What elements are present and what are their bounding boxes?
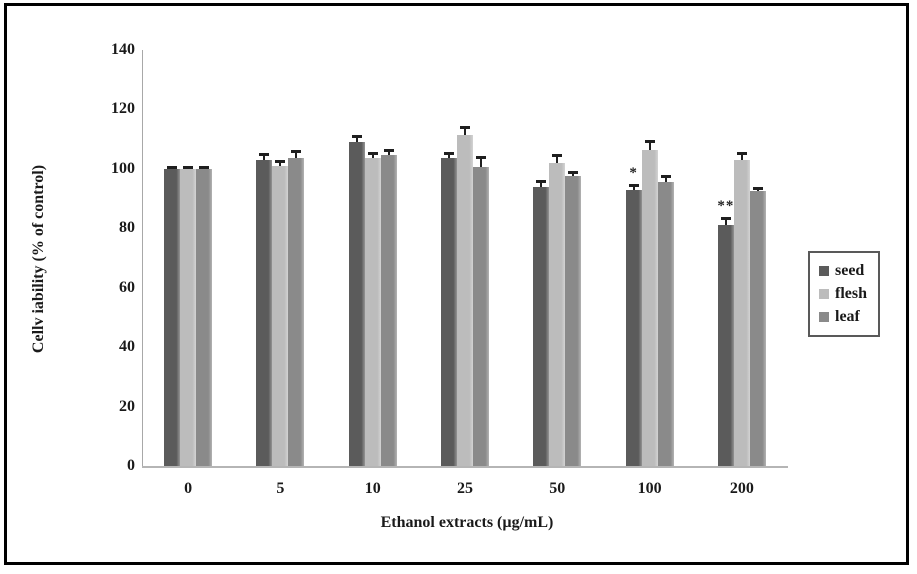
y-axis-title: Cellv iability (% of control) (30, 164, 47, 354)
error-bar-cap (259, 153, 270, 156)
error-bar-cap (275, 160, 286, 164)
error-bar-cap (167, 165, 178, 169)
legend-item-seed: seed (819, 263, 878, 279)
y-axis-line (142, 50, 143, 467)
error-bar-cap (444, 151, 454, 155)
bar-leaf (288, 158, 305, 466)
error-bar-cap (568, 170, 579, 174)
error-bar-cap (644, 139, 655, 143)
error-bar-cap (476, 155, 486, 159)
error-bar-line (480, 156, 482, 168)
error-bar-line (464, 127, 466, 135)
bar-seed (533, 186, 550, 466)
error-bar-cap (752, 187, 763, 191)
x-axis-title: Ethanol extracts (µg/mL) (380, 514, 554, 531)
error-bar-line (540, 180, 543, 187)
legend-swatch-icon (819, 289, 829, 299)
error-bar-cap (552, 154, 563, 158)
bar-leaf (749, 191, 766, 466)
error-bar-line (295, 151, 298, 159)
bar-flesh (272, 165, 289, 466)
x-tick-label: 200 (729, 480, 754, 497)
error-bar-line (371, 152, 374, 159)
error-bar-cap (460, 126, 470, 130)
error-bar-cap (628, 184, 639, 188)
x-tick-label: 100 (637, 480, 662, 497)
error-bar-line (572, 171, 575, 177)
bar-flesh (364, 158, 381, 466)
legend-item-leaf: leaf (819, 309, 878, 325)
error-bar-line (556, 155, 559, 163)
bar-leaf (380, 155, 397, 466)
annotation-asterisk: ** (717, 197, 735, 214)
legend-box: seed flesh leaf (808, 251, 880, 337)
error-bar-line (648, 140, 651, 150)
bar-seed (717, 225, 734, 466)
bar-seed (625, 189, 642, 466)
error-bar-cap (383, 148, 394, 152)
error-bar-cap (536, 179, 547, 183)
error-bar-cap (183, 165, 194, 169)
x-tick-label: 5 (276, 480, 285, 497)
bar-flesh (549, 162, 566, 466)
legend-label: leaf (835, 308, 860, 325)
error-bar-cap (736, 151, 747, 155)
error-bar-line (279, 161, 282, 166)
error-bar-line (387, 149, 390, 156)
x-tick-label: 0 (184, 480, 193, 497)
y-tick-label: 0 (127, 457, 135, 474)
error-bar-line (355, 136, 358, 143)
error-bar-line (632, 185, 635, 190)
x-axis-line (142, 466, 788, 468)
legend-label: flesh (835, 285, 867, 302)
bar-chart: Cellv iability (% of control) Ethanol ex… (7, 6, 917, 574)
bar-flesh (180, 168, 197, 466)
legend-swatch-icon (819, 266, 829, 276)
error-bar-line (724, 217, 727, 226)
error-bar-cap (351, 135, 362, 139)
y-tick-label: 60 (119, 278, 135, 296)
bar-seed (256, 159, 273, 466)
y-tick-label: 140 (111, 41, 135, 58)
legend-swatch-icon (819, 312, 829, 322)
bar-flesh (457, 134, 473, 466)
error-bar-cap (720, 216, 731, 220)
y-tick-label: 120 (111, 100, 135, 118)
bar-seed (441, 158, 457, 466)
bar-flesh (733, 159, 750, 466)
error-bar-cap (660, 175, 671, 179)
bar-leaf (565, 176, 582, 466)
bar-seed (348, 142, 365, 466)
error-bar-line (448, 152, 450, 159)
bar-flesh (641, 149, 658, 466)
error-bar-cap (367, 151, 378, 155)
x-tick-label: 50 (549, 480, 566, 497)
legend-label: seed (835, 262, 865, 279)
y-tick-label: 40 (119, 338, 135, 356)
x-tick-label: 10 (364, 480, 381, 497)
error-bar-cap (199, 165, 210, 169)
legend-item-flesh: flesh (819, 286, 878, 302)
x-tick-label: 25 (457, 480, 473, 497)
bar-leaf (657, 182, 674, 466)
annotation-asterisk: * (629, 165, 638, 182)
bar-leaf (196, 168, 213, 466)
error-bar-cap (291, 150, 302, 154)
y-tick-label: 100 (111, 159, 135, 177)
figure-frame: Cellv iability (% of control) Ethanol ex… (4, 3, 909, 565)
error-bar-line (740, 152, 743, 160)
y-tick-label: 20 (119, 397, 135, 415)
bar-seed (164, 168, 181, 466)
y-tick-label: 80 (119, 219, 135, 237)
bar-leaf (473, 167, 489, 466)
error-bar-line (263, 154, 266, 160)
error-bar-line (664, 176, 667, 183)
